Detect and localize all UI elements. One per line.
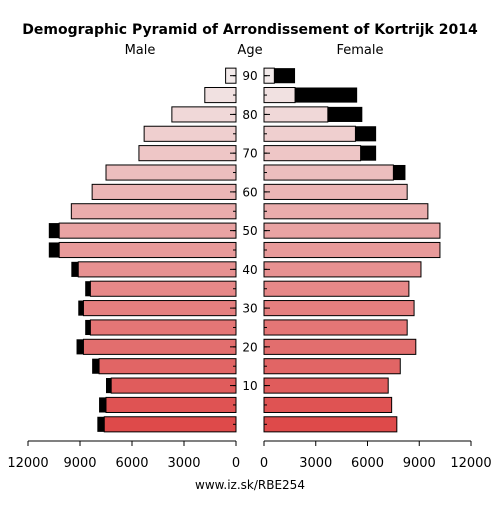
male-bar-80-84	[171, 106, 237, 123]
female-bar-50-54	[263, 222, 441, 239]
male-excess-10-14	[106, 378, 112, 394]
female-bar-70-74	[263, 145, 362, 162]
male-bar-40-44	[77, 261, 237, 278]
male-bar-0-4	[103, 416, 237, 433]
female-excess-85-89	[295, 87, 358, 103]
female-excess-70-74	[360, 145, 377, 161]
age-tick-label-20: 20	[242, 340, 257, 354]
female-bar-75-79	[263, 125, 356, 142]
female-bar-30-34	[263, 300, 415, 317]
age-label: Age	[237, 43, 262, 58]
age-tick-label-80: 80	[242, 108, 257, 122]
female-x-tick-label-12000: 12000	[450, 456, 491, 471]
male-bar-75-79	[143, 125, 237, 142]
female-bar-15-19	[263, 358, 401, 375]
chart-title: Demographic Pyramid of Arrondissement of…	[22, 22, 478, 38]
male-bar-65-69	[105, 164, 237, 181]
female-bar-10-14	[263, 377, 389, 394]
male-x-tick-label-3000: 3000	[167, 456, 200, 471]
male-excess-15-19	[92, 358, 100, 374]
female-bar-20-24	[263, 338, 417, 355]
age-tick-label-70: 70	[242, 147, 257, 161]
male-bar-45-49	[58, 241, 237, 259]
female-bar-55-59	[263, 203, 429, 220]
male-bar-15-19	[98, 358, 237, 375]
bars-group	[48, 67, 441, 433]
male-excess-25-29	[85, 319, 91, 336]
female-bar-80-84	[263, 106, 329, 123]
female-excess-90+	[274, 68, 296, 84]
male-bar-25-29	[89, 319, 237, 336]
male-bar-20-24	[82, 338, 237, 355]
female-bar-45-49	[263, 241, 441, 259]
female-excess-80-84	[327, 106, 363, 122]
male-bar-85-89	[204, 86, 237, 104]
male-excess-40-44	[71, 261, 79, 277]
female-bar-40-44	[263, 261, 422, 278]
male-bar-5-9	[105, 396, 237, 414]
age-tick-label-30: 30	[242, 302, 257, 316]
male-x-tick-label-12000: 12000	[7, 456, 48, 471]
male-excess-5-9	[99, 397, 106, 413]
age-tick-label-10: 10	[242, 379, 257, 393]
male-excess-0-4	[97, 416, 105, 432]
age-tick-label-90: 90	[242, 69, 257, 83]
male-bar-35-39	[89, 280, 237, 297]
female-excess-75-79	[355, 126, 377, 142]
age-tick-label-40: 40	[242, 263, 257, 277]
female-x-tick-label-6000: 6000	[351, 456, 384, 471]
female-x-tick-label-3000: 3000	[299, 456, 332, 471]
female-excess-65-69	[393, 164, 406, 181]
male-bar-30-34	[82, 300, 237, 317]
age-tick-label-50: 50	[242, 224, 257, 238]
female-x-tick-label-0: 0	[260, 456, 268, 471]
male-bar-10-14	[110, 377, 237, 394]
male-excess-30-34	[78, 300, 84, 316]
male-excess-45-49	[48, 242, 60, 258]
female-bar-65-69	[263, 164, 394, 181]
female-x-tick-label-9000: 9000	[403, 456, 436, 471]
male-excess-20-24	[76, 339, 84, 355]
male-bar-55-59	[70, 203, 237, 220]
male-x-tick-label-6000: 6000	[115, 456, 148, 471]
female-bar-35-39	[263, 280, 410, 297]
age-tick-label-60: 60	[242, 185, 257, 199]
female-bar-0-4	[263, 416, 398, 433]
male-label: Male	[125, 43, 156, 58]
male-excess-35-39	[85, 281, 91, 297]
male-excess-50-54	[48, 223, 60, 239]
male-bar-60-64	[91, 183, 237, 200]
male-bar-70-74	[138, 145, 237, 162]
female-bar-25-29	[263, 319, 408, 336]
female-bar-85-89	[263, 86, 296, 104]
male-x-tick-label-0: 0	[232, 456, 240, 471]
male-bar-50-54	[58, 222, 237, 239]
female-bar-60-64	[263, 183, 408, 200]
female-label: Female	[336, 43, 383, 58]
female-bar-5-9	[263, 396, 393, 414]
male-x-tick-label-9000: 9000	[63, 456, 96, 471]
source-footer: www.iz.sk/RBE254	[195, 478, 305, 492]
